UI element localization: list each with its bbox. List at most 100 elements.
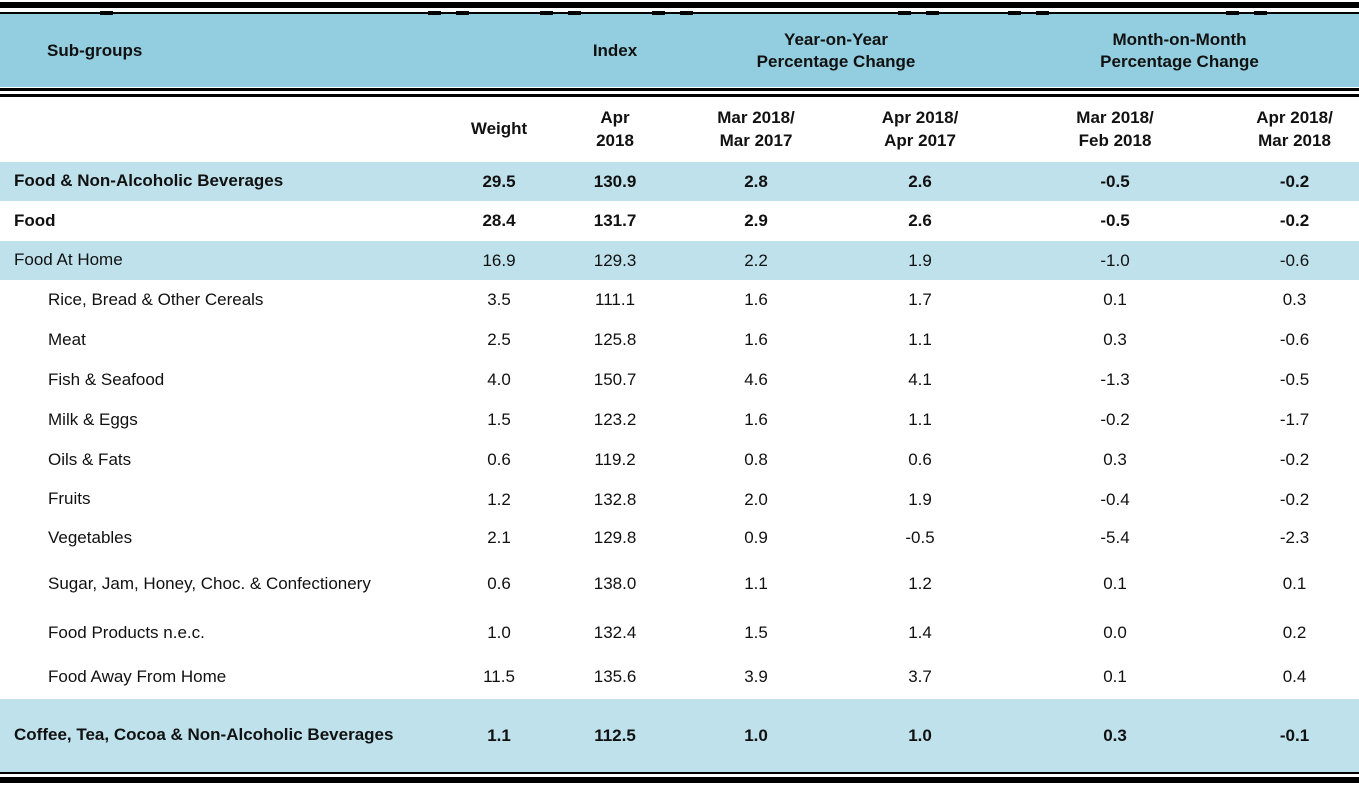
empty-header-cell xyxy=(0,97,440,162)
border-tick xyxy=(428,11,441,15)
cell-yoy-apr: 2.6 xyxy=(908,171,932,191)
cell-index: 112.5 xyxy=(594,725,636,745)
cell-weight: 0.6 xyxy=(487,574,511,593)
row-label: Sugar, Jam, Honey, Choc. & Confectionery xyxy=(48,573,371,593)
cell-index: 129.8 xyxy=(593,528,637,547)
cell-index: 119.2 xyxy=(594,450,636,469)
row-label: Food Products n.e.c. xyxy=(48,622,205,642)
cell-mom-mar: -5.4 xyxy=(1100,528,1130,547)
cell-index: 125.8 xyxy=(593,330,637,349)
border-tick xyxy=(568,11,581,15)
table-row-vegetables: Vegetables 2.1 129.8 0.9 -0.5 -5.4 -2.3 xyxy=(0,519,1359,557)
cell-index: 130.9 xyxy=(593,171,637,191)
border-tick xyxy=(100,11,113,15)
table-row-rice-bread-cereals: Rice, Bread & Other Cereals 3.5 111.1 1.… xyxy=(0,280,1359,320)
border-tick xyxy=(898,11,911,15)
cell-index: 129.3 xyxy=(593,250,637,270)
cell-yoy-apr: 1.9 xyxy=(908,489,932,509)
cell-mom-apr: -2.3 xyxy=(1279,528,1310,547)
cell-yoy-mar: 0.9 xyxy=(744,528,768,547)
cell-yoy-apr: 4.1 xyxy=(908,370,932,389)
border-tick xyxy=(1008,11,1021,15)
cell-weight: 2.1 xyxy=(487,528,511,547)
mom-col2-header: Apr 2018/ Mar 2018 xyxy=(1256,108,1333,150)
table-row-sugar-jam-honey: Sugar, Jam, Honey, Choc. & Confectionery… xyxy=(0,557,1359,611)
cell-yoy-mar: 1.6 xyxy=(744,330,768,349)
cell-mom-mar: -0.5 xyxy=(1100,211,1130,230)
cell-yoy-mar: 2.2 xyxy=(744,250,768,270)
cell-mom-apr: 0.3 xyxy=(1282,290,1307,309)
row-label: Fruits xyxy=(48,489,91,509)
cell-mom-mar: 0.1 xyxy=(1103,667,1127,686)
cell-yoy-apr: 0.6 xyxy=(908,450,932,469)
column-header-row: Weight Apr 2018 Mar 2018/ Mar 2017 Apr 2… xyxy=(0,97,1359,162)
border-tick xyxy=(652,11,665,15)
cell-mom-mar: -1.0 xyxy=(1100,250,1130,270)
cell-yoy-apr: 2.6 xyxy=(908,211,932,230)
cell-mom-apr: -0.2 xyxy=(1279,489,1310,509)
table-row-food-products-nec: Food Products n.e.c. 1.0 132.4 1.5 1.4 0… xyxy=(0,611,1359,655)
cell-mom-apr: 0.1 xyxy=(1282,574,1307,593)
top-border-gap xyxy=(0,0,1359,2)
cell-mom-apr: -1.7 xyxy=(1279,410,1310,429)
cell-mom-mar: -1.3 xyxy=(1100,370,1130,389)
cell-yoy-mar: 1.1 xyxy=(744,574,768,593)
cpi-subgroups-table: Sub-groups Index Year-on-Year Percentage… xyxy=(0,14,1359,772)
cell-yoy-mar: 2.0 xyxy=(744,489,768,509)
cell-weight: 3.5 xyxy=(487,290,511,309)
table-row-fish-seafood: Fish & Seafood 4.0 150.7 4.6 4.1 -1.3 -0… xyxy=(0,360,1359,400)
table-row-food-away-from-home: Food Away From Home 11.5 135.6 3.9 3.7 0… xyxy=(0,655,1359,699)
cell-yoy-apr: 1.2 xyxy=(908,574,932,593)
cell-yoy-apr: 1.1 xyxy=(908,410,932,429)
cell-yoy-apr: -0.5 xyxy=(905,528,935,547)
cell-weight: 1.1 xyxy=(487,725,511,745)
group-header-row: Sub-groups Index Year-on-Year Percentage… xyxy=(0,14,1359,87)
border-tick xyxy=(1254,11,1267,15)
cell-weight: 2.5 xyxy=(487,330,511,349)
table-row-food-at-home: Food At Home 16.9 129.3 2.2 1.9 -1.0 -0.… xyxy=(0,241,1359,280)
table-row-fruits: Fruits 1.2 132.8 2.0 1.9 -0.4 -0.2 xyxy=(0,480,1359,519)
cell-mom-mar: 0.3 xyxy=(1103,450,1127,469)
cell-yoy-mar: 1.6 xyxy=(744,290,768,309)
cell-weight: 29.5 xyxy=(482,171,516,191)
row-label: Food Away From Home xyxy=(48,666,227,686)
cell-yoy-mar: 2.9 xyxy=(744,211,768,230)
bottom-border-thick-line xyxy=(0,777,1359,783)
yoy-col1-header: Mar 2018/ Mar 2017 xyxy=(717,108,795,150)
cell-mom-apr: -0.2 xyxy=(1279,450,1310,469)
mom-col1-header: Mar 2018/ Feb 2018 xyxy=(1076,108,1154,150)
border-tick xyxy=(680,11,693,15)
cell-mom-mar: -0.5 xyxy=(1100,171,1130,191)
border-tick xyxy=(540,11,553,15)
cell-index: 132.8 xyxy=(593,489,637,509)
cell-mom-mar: -0.2 xyxy=(1100,410,1130,429)
row-label: Food At Home xyxy=(14,250,123,270)
cell-yoy-mar: 2.8 xyxy=(744,171,768,191)
cell-mom-mar: 0.1 xyxy=(1103,290,1127,309)
cell-yoy-apr: 1.1 xyxy=(908,330,932,349)
row-label: Vegetables xyxy=(48,527,133,547)
cell-mom-apr: -0.6 xyxy=(1279,330,1310,349)
mom-header: Month-on-Month Percentage Change xyxy=(1100,30,1259,71)
top-border-thin-line xyxy=(0,12,1359,14)
cell-yoy-mar: 0.8 xyxy=(744,450,768,469)
row-label: Coffee, Tea, Cocoa & Non-Alcoholic Bever… xyxy=(14,725,394,745)
cell-weight: 28.4 xyxy=(482,211,516,230)
cell-yoy-mar: 1.5 xyxy=(744,623,768,642)
cell-weight: 0.6 xyxy=(487,450,511,469)
cell-yoy-mar: 3.9 xyxy=(744,667,768,686)
table-row-oils-fats: Oils & Fats 0.6 119.2 0.8 0.6 0.3 -0.2 xyxy=(0,440,1359,480)
yoy-col2-header: Apr 2018/ Apr 2017 xyxy=(881,108,959,150)
cell-yoy-apr: 3.7 xyxy=(908,667,932,686)
border-tick xyxy=(456,11,469,15)
cell-weight: 1.2 xyxy=(487,489,511,509)
cell-mom-apr: -0.2 xyxy=(1279,211,1310,230)
border-tick xyxy=(1226,11,1239,15)
cell-index: 150.7 xyxy=(593,370,637,389)
top-border-thick-line xyxy=(0,2,1359,8)
cell-index: 132.4 xyxy=(593,623,637,642)
cell-yoy-apr: 1.4 xyxy=(908,623,932,642)
cell-mom-mar: 0.3 xyxy=(1103,330,1127,349)
row-label: Food xyxy=(14,210,56,230)
table-row-food: Food 28.4 131.7 2.9 2.6 -0.5 -0.2 xyxy=(0,201,1359,241)
